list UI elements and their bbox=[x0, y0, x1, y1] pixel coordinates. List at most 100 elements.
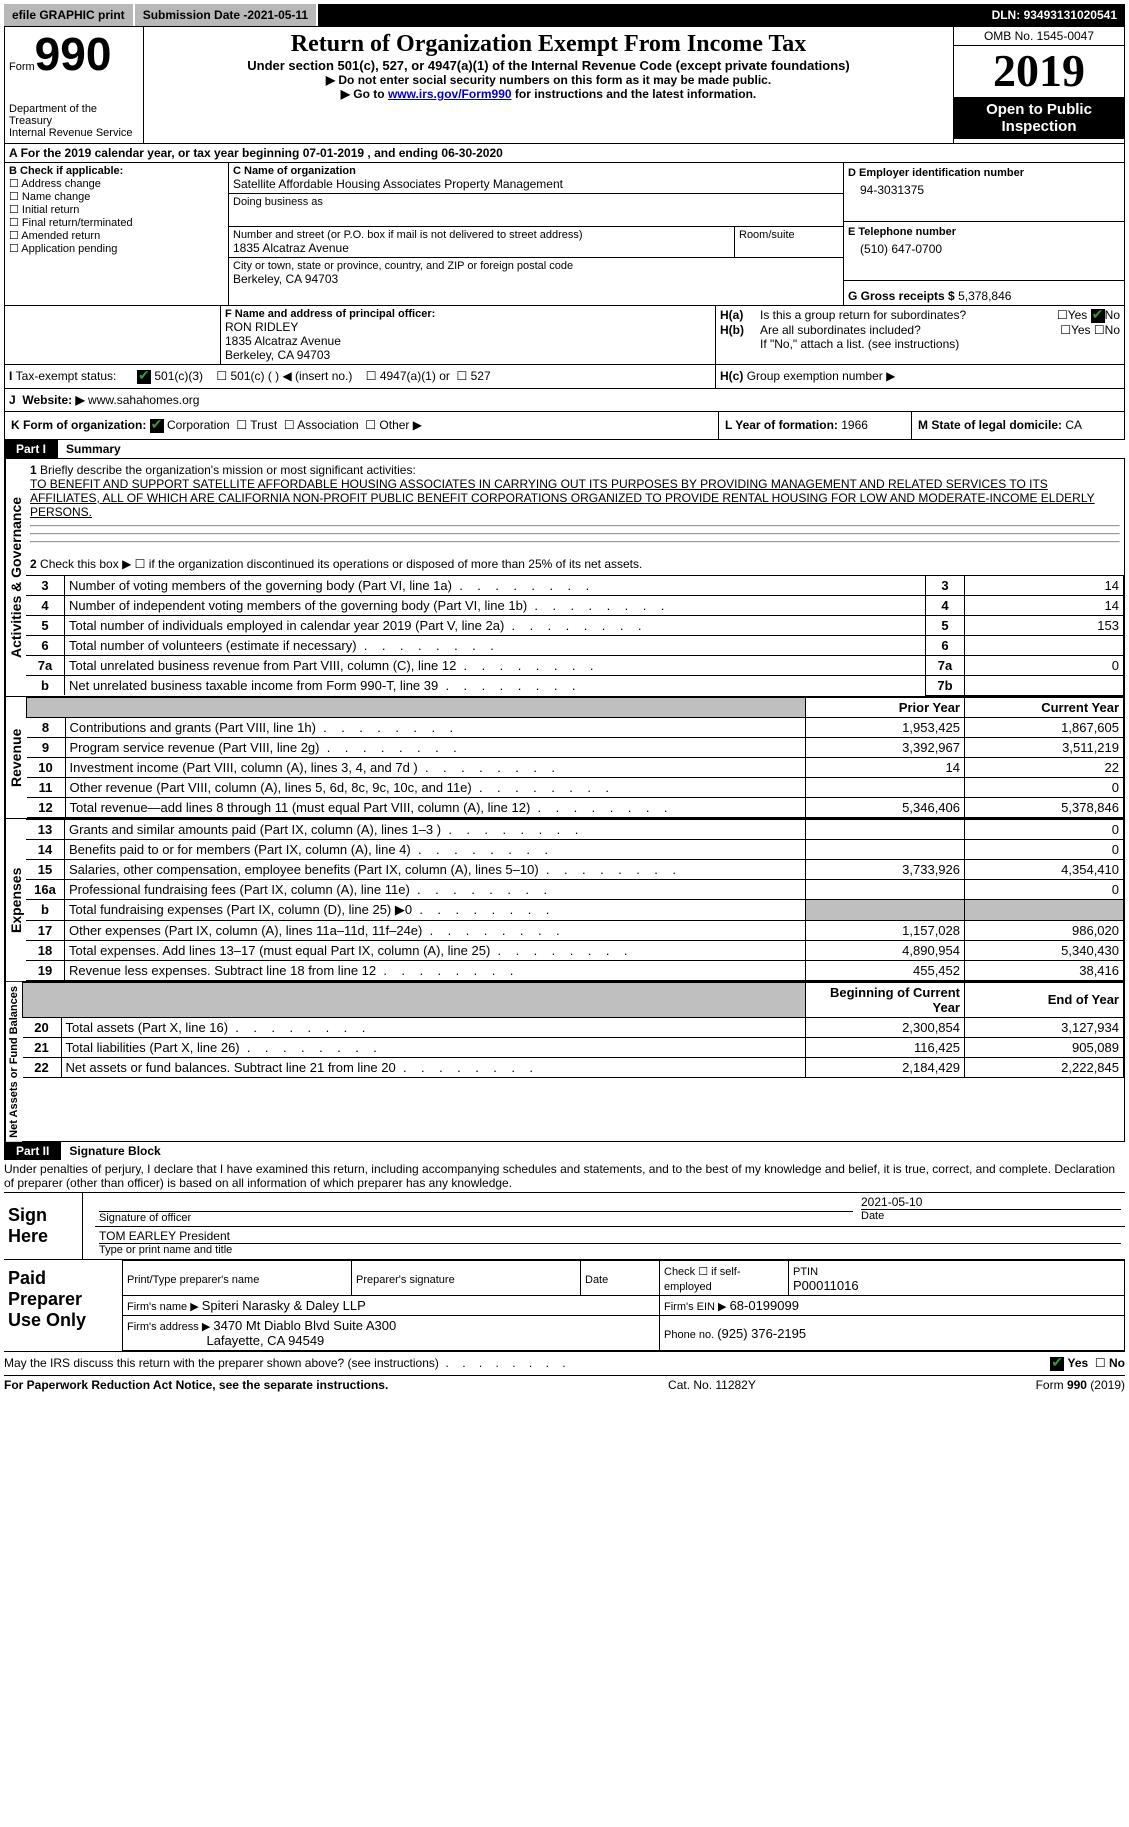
pt-label: Print/Type preparer's name bbox=[127, 1274, 259, 1286]
part2-tab: Part II bbox=[4, 1142, 61, 1160]
box-b: B Check if applicable: ☐ Address change☐… bbox=[5, 163, 229, 305]
box-b-item[interactable]: ☐ Initial return bbox=[9, 203, 224, 216]
fin-row: 13 Grants and similar amounts paid (Part… bbox=[26, 819, 1124, 839]
side-expenses: Expenses bbox=[5, 819, 26, 981]
firm-name: Spiteri Narasky & Daley LLP bbox=[202, 1298, 366, 1313]
subdate-label: Submission Date - bbox=[143, 8, 248, 22]
box-e-label: E Telephone number bbox=[848, 226, 1120, 238]
ts-label: Tax-exempt status: bbox=[16, 369, 117, 383]
hc-label: Group exemption number ▶ bbox=[747, 369, 896, 383]
part2-title: Signature Block bbox=[61, 1142, 168, 1160]
governance-table: 3 Number of voting members of the govern… bbox=[26, 575, 1124, 696]
discuss-no: No bbox=[1109, 1356, 1125, 1370]
ts-527: 527 bbox=[471, 369, 491, 383]
form-tag: Form 990 (2019) bbox=[1036, 1378, 1125, 1392]
goto-pre: ▶ Go to bbox=[341, 87, 388, 101]
goto-post: for instructions and the latest informat… bbox=[515, 87, 756, 101]
k-label: K Form of organization: bbox=[11, 418, 146, 432]
501c3-check-icon bbox=[137, 370, 151, 384]
expenses-block: Expenses 13 Grants and similar amounts p… bbox=[4, 819, 1125, 982]
part1-header: Part I Summary bbox=[4, 440, 1125, 458]
fin-row: 14 Benefits paid to or for members (Part… bbox=[26, 839, 1124, 859]
org-name: Satellite Affordable Housing Associates … bbox=[233, 177, 839, 191]
firm-name-label: Firm's name ▶ bbox=[127, 1301, 202, 1313]
ptin-value: P00011016 bbox=[793, 1278, 859, 1293]
box-b-item[interactable]: ☐ Final return/terminated bbox=[9, 216, 224, 229]
dln-label: DLN: bbox=[992, 8, 1024, 22]
website-label: Website: ▶ bbox=[22, 393, 84, 407]
ps-label: Preparer's signature bbox=[356, 1274, 455, 1286]
box-b-item[interactable]: ☐ Name change bbox=[9, 190, 224, 203]
title-block: Return of Organization Exempt From Incom… bbox=[144, 27, 953, 143]
box-c: C Name of organization Satellite Afforda… bbox=[229, 163, 843, 305]
box-b-item[interactable]: ☐ Address change bbox=[9, 177, 224, 190]
ptin-label: PTIN bbox=[793, 1266, 818, 1278]
ha-label: Is this a group return for subordinates? bbox=[760, 308, 1010, 323]
footer-row: For Paperwork Reduction Act Notice, see … bbox=[4, 1376, 1125, 1394]
box-b-item[interactable]: ☐ Amended return bbox=[9, 229, 224, 242]
k-other: Other ▶ bbox=[379, 418, 422, 432]
ein-value: 94-3031375 bbox=[848, 179, 1120, 197]
form-word: Form bbox=[9, 61, 35, 73]
dln: DLN: 93493131020541 bbox=[992, 8, 1125, 22]
firm-phone: (925) 376-2195 bbox=[717, 1326, 806, 1341]
klm-row: K Form of organization: Corporation ☐ Tr… bbox=[4, 412, 1125, 440]
ts-501c: 501(c) ( ) ◀ (insert no.) bbox=[230, 369, 352, 383]
m-value: CA bbox=[1065, 418, 1082, 432]
box-h: H(a) Is this a group return for subordin… bbox=[715, 306, 1124, 364]
fin-row: 17 Other expenses (Part IX, column (A), … bbox=[26, 920, 1124, 940]
sign-date: 2021-05-10 bbox=[861, 1195, 1121, 1209]
city-label: City or town, state or province, country… bbox=[233, 260, 839, 272]
box-f: F Name and address of principal officer:… bbox=[221, 306, 715, 364]
h-note: If "No," attach a list. (see instruction… bbox=[720, 337, 1120, 351]
name-label: Type or print name and title bbox=[99, 1243, 1121, 1256]
hdr-current: Current Year bbox=[965, 697, 1124, 717]
fin-row: 20 Total assets (Part X, line 16)2,300,8… bbox=[23, 1017, 1124, 1037]
period-end: 06-30-2020 bbox=[441, 146, 502, 160]
revenue-block: Revenue Prior YearCurrent Year 8 Contrib… bbox=[4, 697, 1125, 819]
part2-header: Part II Signature Block bbox=[4, 1142, 1125, 1160]
preparer-table: Print/Type preparer's name Preparer's si… bbox=[122, 1260, 1125, 1351]
side-activities: Activities & Governance bbox=[5, 459, 26, 696]
discuss-yes: Yes bbox=[1068, 1356, 1089, 1370]
gross-receipts: 5,378,846 bbox=[958, 289, 1011, 303]
fin-row: 10 Investment income (Part VIII, column … bbox=[27, 757, 1124, 777]
instructions-link[interactable]: www.irs.gov/Form990 bbox=[388, 87, 512, 101]
dept-irs: Internal Revenue Service bbox=[9, 127, 139, 139]
ha-yes: Yes bbox=[1068, 308, 1088, 322]
entity-info-block: B Check if applicable: ☐ Address change☐… bbox=[4, 163, 1125, 306]
k-assoc: Association bbox=[297, 418, 358, 432]
firm-addr1: 3470 Mt Diablo Blvd Suite A300 bbox=[213, 1318, 396, 1333]
fin-row: 9 Program service revenue (Part VIII, li… bbox=[27, 737, 1124, 757]
fin-row: 8 Contributions and grants (Part VIII, l… bbox=[27, 717, 1124, 737]
website-row: J Website: ▶ www.sahahomes.org bbox=[4, 389, 1125, 412]
fin-row: b Total fundraising expenses (Part IX, c… bbox=[26, 899, 1124, 920]
tax-status-row: I Tax-exempt status: 501(c)(3) ☐ 501(c) … bbox=[4, 365, 1125, 389]
hdr-end: End of Year bbox=[965, 982, 1124, 1017]
l-label: L Year of formation: bbox=[725, 418, 841, 432]
summary-block: Activities & Governance 1 Briefly descri… bbox=[4, 458, 1125, 697]
fin-row: 12 Total revenue—add lines 8 through 11 … bbox=[27, 797, 1124, 817]
ha-no-check-icon bbox=[1091, 309, 1105, 323]
pra-notice: For Paperwork Reduction Act Notice, see … bbox=[4, 1378, 388, 1392]
discuss-yes-check-icon bbox=[1050, 1357, 1064, 1371]
ssn-warning: ▶ Do not enter social security numbers o… bbox=[148, 73, 949, 87]
form-subtitle: Under section 501(c), 527, or 4947(a)(1)… bbox=[148, 58, 949, 73]
firm-ein: 68-0199099 bbox=[730, 1298, 799, 1313]
box-d-label: D Employer identification number bbox=[848, 167, 1120, 179]
part1-title: Summary bbox=[58, 440, 129, 458]
officer-city: Berkeley, CA 94703 bbox=[225, 348, 711, 362]
box-b-item[interactable]: ☐ Application pending bbox=[9, 242, 224, 255]
addr-label: Number and street (or P.O. box if mail i… bbox=[233, 229, 730, 241]
officer-name-title: TOM EARLEY President bbox=[99, 1229, 1121, 1243]
org-address: 1835 Alcatraz Avenue bbox=[233, 241, 730, 255]
submission-date-seg: Submission Date - 2021-05-11 bbox=[135, 4, 318, 26]
gov-row: 4 Number of independent voting members o… bbox=[26, 595, 1124, 615]
period-row: A For the 2019 calendar year, or tax yea… bbox=[4, 144, 1125, 163]
dba-label: Doing business as bbox=[233, 196, 839, 208]
org-city: Berkeley, CA 94703 bbox=[233, 272, 839, 286]
period-prefix: For the 2019 calendar year, or tax year … bbox=[21, 146, 303, 160]
instructions-link-row: ▶ Go to www.irs.gov/Form990 for instruct… bbox=[148, 87, 949, 101]
efile-print-button[interactable]: efile GRAPHIC print bbox=[4, 4, 135, 26]
hb-yes: Yes bbox=[1071, 323, 1091, 337]
